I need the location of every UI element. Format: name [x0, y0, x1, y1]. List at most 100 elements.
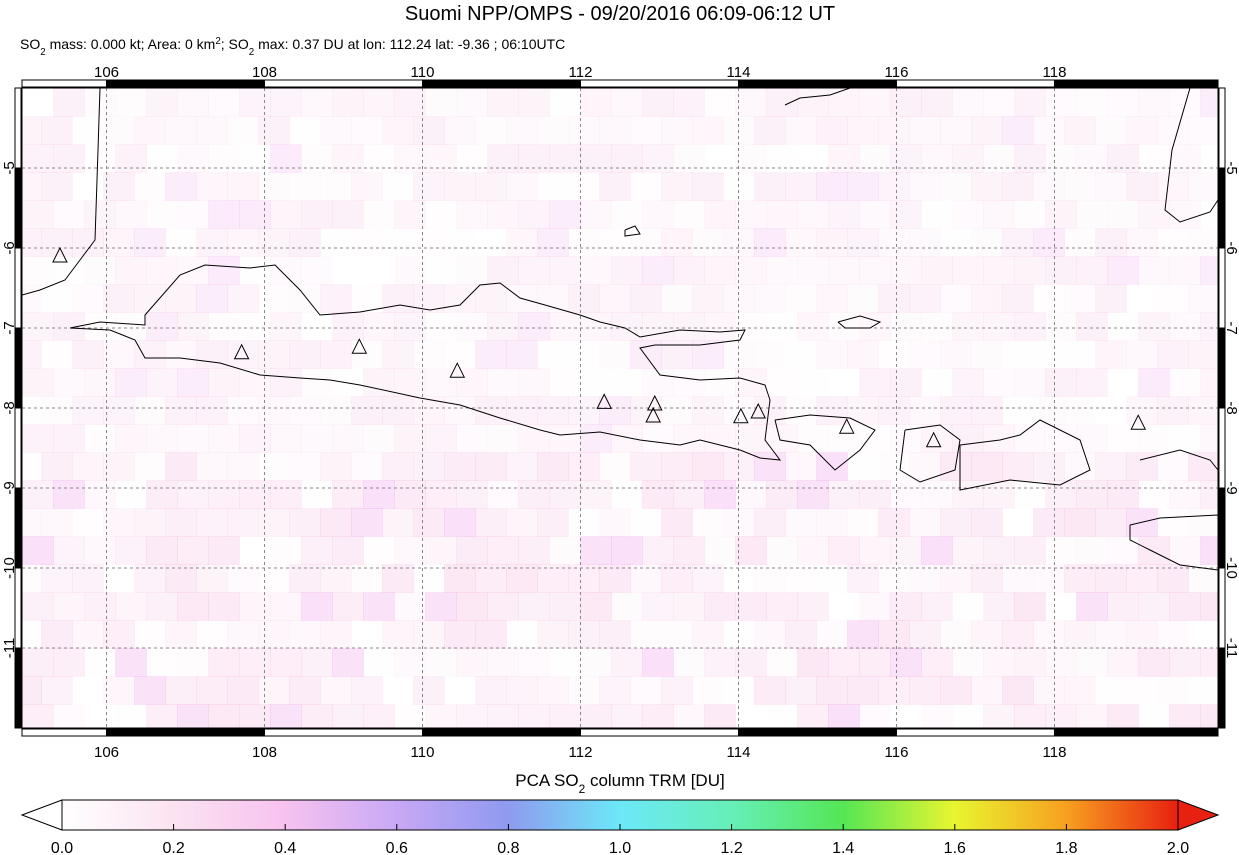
so2-pixel [1033, 172, 1065, 201]
so2-pixel [1014, 256, 1046, 285]
so2-pixel [723, 620, 755, 649]
so2-pixel [971, 452, 1003, 481]
so2-pixel [704, 592, 736, 621]
so2-pixel [53, 536, 85, 565]
so2-pixel [177, 312, 209, 341]
so2-pixel [301, 480, 333, 509]
so2-pixel [208, 424, 240, 453]
so2-pixel [103, 116, 135, 145]
so2-pixel [506, 396, 538, 425]
so2-pixel [196, 284, 228, 313]
so2-pixel [630, 508, 662, 537]
so2-pixel [506, 116, 538, 145]
so2-pixel [475, 340, 507, 369]
so2-pixel [146, 592, 178, 621]
so2-pixel [1076, 480, 1108, 509]
so2-pixel [537, 340, 569, 369]
so2-pixel [890, 480, 922, 509]
frame-bar [106, 728, 266, 737]
so2-pixel [227, 508, 259, 537]
so2-pixel [940, 396, 972, 425]
so2-pixel [692, 564, 724, 593]
so2-pixel [1200, 312, 1218, 341]
so2-pixel [797, 312, 829, 341]
lon-tick-label: 112 [569, 64, 593, 81]
volcano [645, 406, 661, 423]
so2-pixel [165, 172, 197, 201]
so2-pixel [506, 228, 538, 257]
so2-pixel [239, 368, 271, 397]
so2-pixels [22, 88, 1218, 728]
so2-pixel [239, 200, 271, 229]
so2-pixel [611, 536, 643, 565]
so2-pixel [270, 88, 302, 117]
so2-pixel [53, 368, 85, 397]
volcanoes [52, 246, 1147, 448]
so2-pixel [1045, 144, 1077, 173]
so2-pixel [1200, 536, 1218, 565]
coastline [1164, 88, 1218, 223]
so2-pixel [630, 172, 662, 201]
plot-frame [21, 87, 1219, 729]
so2-pixel [351, 396, 383, 425]
so2-pixel [22, 592, 54, 621]
so2-pixel [41, 564, 73, 593]
so2-pixel [890, 312, 922, 341]
so2-pixel [754, 340, 786, 369]
so2-pixel [72, 620, 104, 649]
so2-pixel [208, 704, 240, 728]
so2-pixel [859, 704, 891, 728]
so2-pixel [921, 256, 953, 285]
so2-pixel [673, 424, 705, 453]
so2-pixel [134, 452, 166, 481]
so2-pixel [816, 396, 848, 425]
so2-pixel [103, 396, 135, 425]
so2-pixel [1033, 228, 1065, 257]
volcano [733, 407, 749, 424]
so2-pixel [1169, 144, 1201, 173]
so2-pixel [270, 424, 302, 453]
so2-pixel [1188, 564, 1218, 593]
so2-pixel [332, 144, 364, 173]
volcano [925, 431, 942, 448]
so2-pixel [549, 256, 581, 285]
so2-pixel [506, 172, 538, 201]
so2-pixel [766, 480, 798, 509]
so2-pixel [890, 200, 922, 229]
so2-pixel [611, 256, 643, 285]
coastline [899, 424, 961, 483]
so2-pixel [103, 228, 135, 257]
so2-pixel [196, 620, 228, 649]
so2-pixel [1157, 228, 1189, 257]
frame-bar [1218, 87, 1226, 169]
so2-pixel [1107, 592, 1139, 621]
so2-pixel [1157, 396, 1189, 425]
so2-pixel [289, 284, 321, 313]
so2-pixel [611, 200, 643, 229]
so2-pixel [196, 452, 228, 481]
so2-pixel [1076, 648, 1108, 677]
so2-pixel [1002, 396, 1034, 425]
so2-pixel [952, 536, 984, 565]
coastline [624, 225, 641, 237]
so2-pixel [952, 592, 984, 621]
colorbar-tick-label: 0.4 [274, 840, 296, 855]
so2-pixel [1157, 564, 1189, 593]
frame-bar [1053, 79, 1219, 88]
so2-pixel [754, 172, 786, 201]
lon-tick-label: 108 [252, 744, 277, 761]
so2-pixel [642, 88, 674, 117]
so2-pixel [599, 172, 631, 201]
so2-pixel [537, 396, 569, 425]
so2-pixel [394, 424, 426, 453]
so2-pixel [146, 312, 178, 341]
so2-pixel [878, 116, 910, 145]
so2-pixel [611, 144, 643, 173]
so2-pixel [363, 480, 395, 509]
so2-pixel [22, 648, 54, 677]
so2-pixel [103, 284, 135, 313]
so2-pixel [1002, 228, 1034, 257]
so2-pixel [630, 620, 662, 649]
frame-bar [14, 167, 22, 249]
so2-pixel [1045, 704, 1077, 728]
